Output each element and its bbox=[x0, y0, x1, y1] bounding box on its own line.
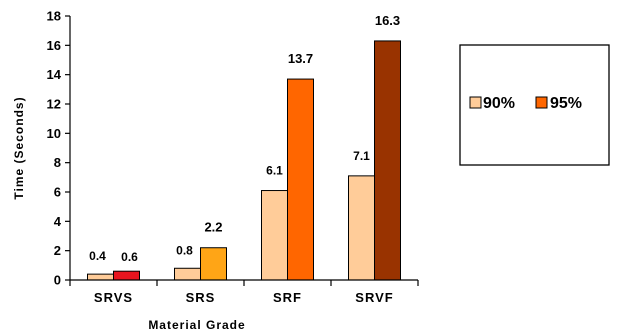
bar-95-srvf bbox=[374, 40, 401, 281]
legend: 90% 95% bbox=[459, 44, 610, 166]
y-tick-label: 16 bbox=[47, 38, 61, 53]
bar-90-srvf bbox=[348, 175, 375, 281]
x-tick-label: SRVF bbox=[355, 290, 393, 305]
y-tick-label: 8 bbox=[54, 155, 61, 170]
legend-box bbox=[459, 44, 610, 166]
legend-label-95: 95% bbox=[550, 95, 582, 112]
bar-90-srvs bbox=[87, 273, 114, 281]
bars: 0.4 0.6 0.8 2.2 6.1 13.7 7.1 16.3 bbox=[87, 13, 401, 281]
data-label-90-srs: 0.8 bbox=[176, 243, 193, 257]
y-tick-label: 14 bbox=[47, 67, 62, 82]
legend-label-90: 90% bbox=[483, 95, 515, 112]
data-label-95-srs: 2.2 bbox=[204, 220, 222, 235]
data-label-90-srvs: 0.4 bbox=[89, 249, 106, 263]
data-label-90-srf: 6.1 bbox=[266, 164, 283, 178]
y-tick-label: 0 bbox=[54, 273, 61, 288]
x-tick-label: SRF bbox=[273, 290, 302, 305]
y-axis-title: Time (Seconds) bbox=[12, 96, 26, 199]
x-tick-label: SRVS bbox=[94, 290, 133, 305]
data-label-90-srvf: 7.1 bbox=[353, 149, 370, 163]
legend-swatch-90 bbox=[469, 96, 482, 109]
bar-90-srs bbox=[174, 267, 201, 281]
x-axis-title: Material Grade bbox=[148, 318, 245, 332]
y-tick-label: 10 bbox=[47, 126, 61, 141]
y-tick-label: 4 bbox=[54, 214, 62, 229]
bar-90-srf bbox=[261, 190, 288, 281]
data-label-95-srvf: 16.3 bbox=[375, 13, 400, 28]
x-axis: SRVS SRS SRF SRVF bbox=[69, 279, 419, 305]
y-tick-label: 6 bbox=[54, 185, 61, 200]
y-axis: 0 2 4 6 8 10 12 14 16 18 bbox=[47, 9, 71, 288]
bar-95-srvs bbox=[113, 270, 140, 281]
y-tick-label: 18 bbox=[47, 9, 61, 24]
data-label-95-srf: 13.7 bbox=[288, 51, 313, 66]
y-tick-label: 12 bbox=[47, 97, 61, 112]
legend-swatch-95 bbox=[535, 96, 548, 109]
bar-95-srs bbox=[200, 247, 227, 281]
y-tick-label: 2 bbox=[54, 243, 61, 258]
bar-95-srf bbox=[287, 78, 314, 281]
data-label-95-srvs: 0.6 bbox=[121, 250, 138, 264]
x-tick-label: SRS bbox=[186, 290, 216, 305]
